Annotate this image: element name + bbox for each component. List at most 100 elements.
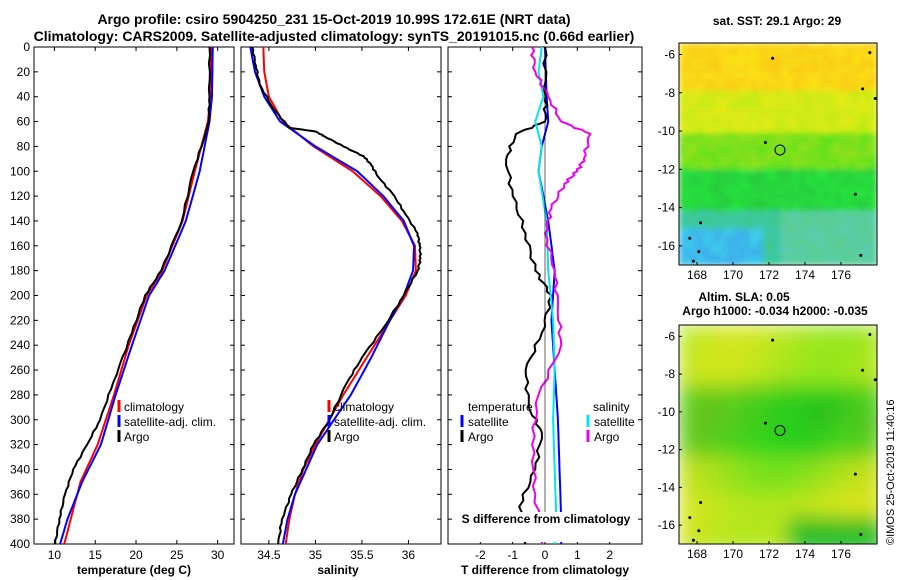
- depth-tick-label: 400: [10, 537, 30, 551]
- map-cell: [787, 73, 794, 80]
- map-cell: [715, 469, 728, 482]
- map-cell: [715, 169, 722, 176]
- map-cell: [829, 139, 836, 146]
- map-cell: [859, 529, 872, 542]
- map-cell: [775, 61, 782, 68]
- map-cell: [769, 103, 776, 110]
- map-cell: [865, 133, 872, 140]
- map-cell: [871, 121, 877, 128]
- lon-tick-label: 168: [687, 547, 707, 561]
- map-cell: [775, 97, 782, 104]
- map-cell: [739, 73, 746, 80]
- map-cell: [859, 97, 866, 104]
- map-cell: [805, 163, 812, 170]
- map-cell: [679, 205, 686, 212]
- map-cell: [769, 181, 776, 188]
- map-cell: [871, 127, 877, 134]
- map-cell: [757, 157, 764, 164]
- map-cell: [871, 67, 877, 74]
- map-cell: [805, 247, 812, 254]
- map-cell: [703, 541, 716, 544]
- map-cell: [721, 247, 728, 254]
- map-cell: [817, 235, 824, 242]
- map-cell: [847, 433, 860, 446]
- map-cell: [757, 217, 764, 224]
- map-cell: [859, 109, 866, 116]
- map-cell: [739, 223, 746, 230]
- map-cell: [829, 259, 836, 265]
- map-cell: [685, 139, 692, 146]
- map-cell: [787, 235, 794, 242]
- map-cell: [769, 187, 776, 194]
- map-cell: [835, 55, 842, 62]
- map-cell: [727, 181, 734, 188]
- map-cell: [811, 349, 824, 362]
- map-cell: [823, 43, 830, 50]
- map-cell: [859, 91, 866, 98]
- map-cell: [775, 109, 782, 116]
- map-cell: [805, 73, 812, 80]
- map-cell: [679, 199, 686, 206]
- map-cell: [715, 145, 722, 152]
- map-cell: [799, 55, 806, 62]
- map-cell: [769, 157, 776, 164]
- map-cell: [775, 181, 782, 188]
- map-cell: [847, 199, 854, 206]
- map-cell: [769, 97, 776, 104]
- map-cell: [817, 115, 824, 122]
- map-cell: [709, 109, 716, 116]
- map-cell: [787, 337, 800, 350]
- map-cell: [823, 385, 836, 398]
- map-cell: [703, 169, 710, 176]
- map-cell: [823, 223, 830, 230]
- map-cell: [727, 259, 734, 265]
- map-cell: [679, 457, 692, 470]
- map-cell: [745, 43, 752, 50]
- map-cell: [775, 217, 782, 224]
- map-cell: [763, 259, 770, 265]
- map-cell: [727, 187, 734, 194]
- map-cell: [679, 157, 686, 164]
- map-cell: [811, 181, 818, 188]
- map-cell: [757, 193, 764, 200]
- map-cell: [859, 67, 866, 74]
- map-cell: [865, 259, 872, 265]
- map-cell: [733, 127, 740, 134]
- map-cell: [763, 199, 770, 206]
- map-cell: [739, 91, 746, 98]
- map-cell: [769, 205, 776, 212]
- map-cell: [763, 115, 770, 122]
- map-cell: [751, 241, 758, 248]
- map-cell: [811, 205, 818, 212]
- map-cell: [859, 169, 866, 176]
- map-cell: [775, 493, 788, 506]
- map-cell: [697, 49, 704, 56]
- map-cell: [715, 157, 722, 164]
- map-cell: [871, 79, 877, 86]
- map-cell: [727, 469, 740, 482]
- map-cell: [817, 187, 824, 194]
- map-cell: [745, 193, 752, 200]
- map-cell: [703, 373, 716, 386]
- map-cell: [829, 175, 836, 182]
- map-cell: [685, 79, 692, 86]
- map-cell: [811, 67, 818, 74]
- map-cell: [865, 151, 872, 158]
- map-cell: [811, 121, 818, 128]
- map-cell: [871, 169, 877, 176]
- map-cell: [703, 163, 710, 170]
- map-cell: [685, 121, 692, 128]
- lat-tick-label: -10: [658, 124, 676, 138]
- map-cell: [787, 49, 794, 56]
- map-cell: [835, 133, 842, 140]
- map-cell: [733, 175, 740, 182]
- map-cell: [703, 157, 710, 164]
- sla-map: [679, 325, 877, 544]
- map-cell: [715, 241, 722, 248]
- map-cell: [739, 247, 746, 254]
- map-cell: [757, 235, 764, 242]
- map-cell: [739, 259, 746, 265]
- map-cell: [871, 109, 877, 116]
- map-cell: [847, 241, 854, 248]
- map-cell: [787, 241, 794, 248]
